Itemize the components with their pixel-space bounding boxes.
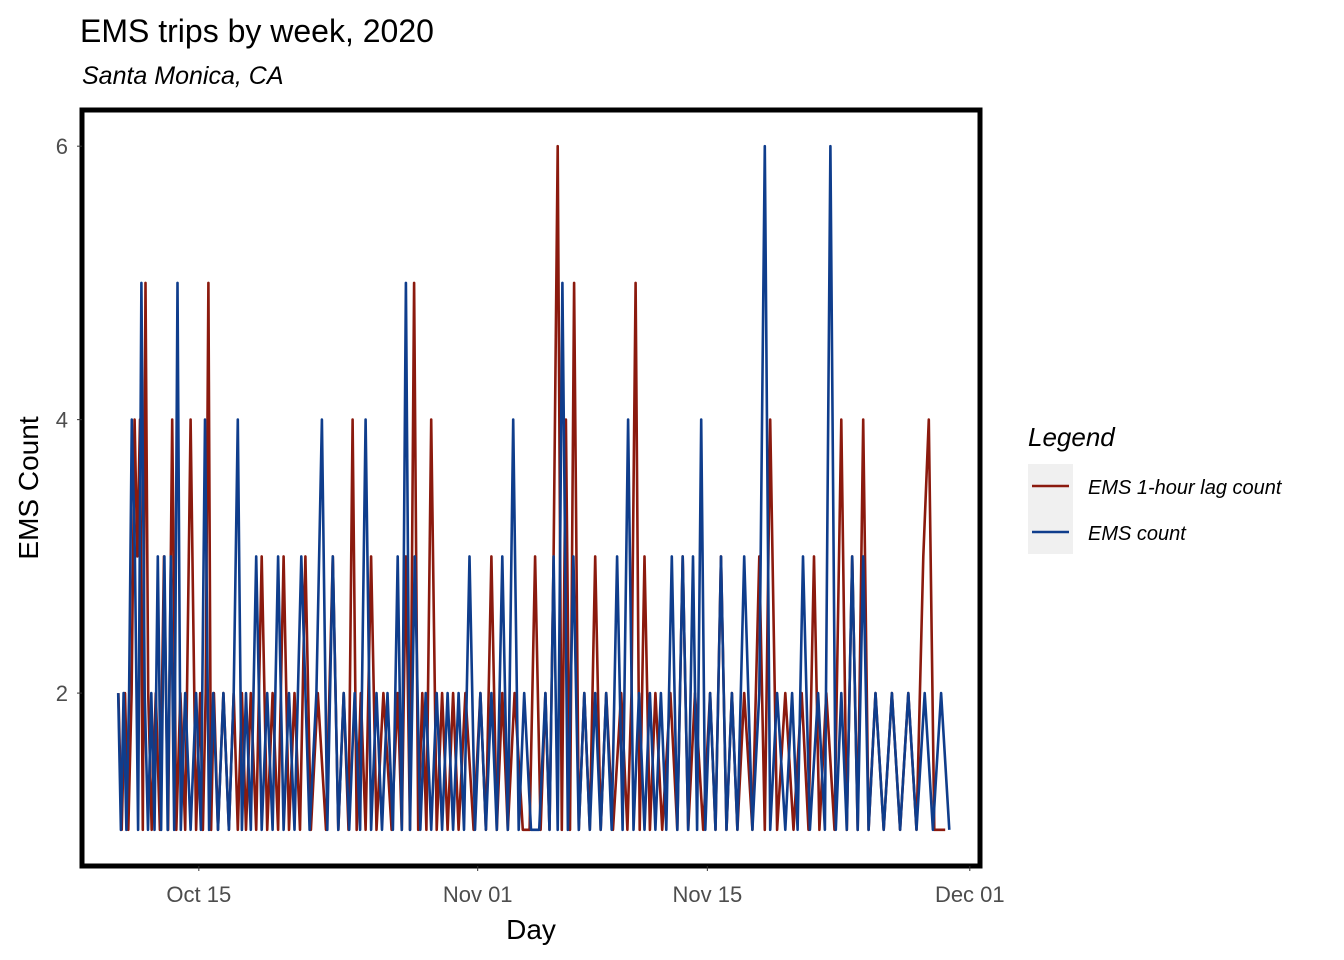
y-axis-title: EMS Count <box>13 416 44 559</box>
legend: Legend EMS 1-hour lag count EMS count <box>1028 422 1283 554</box>
x-tick-label-2: Nov 15 <box>672 882 742 907</box>
chart-title: EMS trips by week, 2020 <box>80 13 434 49</box>
series-line-ems-count <box>116 144 951 832</box>
x-tick-label-1: Nov 01 <box>443 882 513 907</box>
plot-area <box>116 144 951 832</box>
series-line-lag-count <box>117 144 946 832</box>
y-tick-label-4: 4 <box>56 408 68 433</box>
plot-border <box>79 107 983 869</box>
chart-subtitle: Santa Monica, CA <box>82 62 284 90</box>
legend-label-count: EMS count <box>1088 523 1187 545</box>
y-tick-label-2: 2 <box>56 681 68 706</box>
y-axis: 2 4 6 <box>56 134 82 706</box>
y-tick-label-6: 6 <box>56 134 68 159</box>
legend-title: Legend <box>1028 422 1116 452</box>
x-tick-label-3: Dec 01 <box>935 882 1005 907</box>
x-tick-label-0: Oct 15 <box>166 882 231 907</box>
x-axis-title: Day <box>506 914 556 945</box>
x-axis: Oct 15 Nov 01 Nov 15 Dec 01 <box>166 866 1005 907</box>
legend-label-lag: EMS 1-hour lag count <box>1088 477 1283 499</box>
